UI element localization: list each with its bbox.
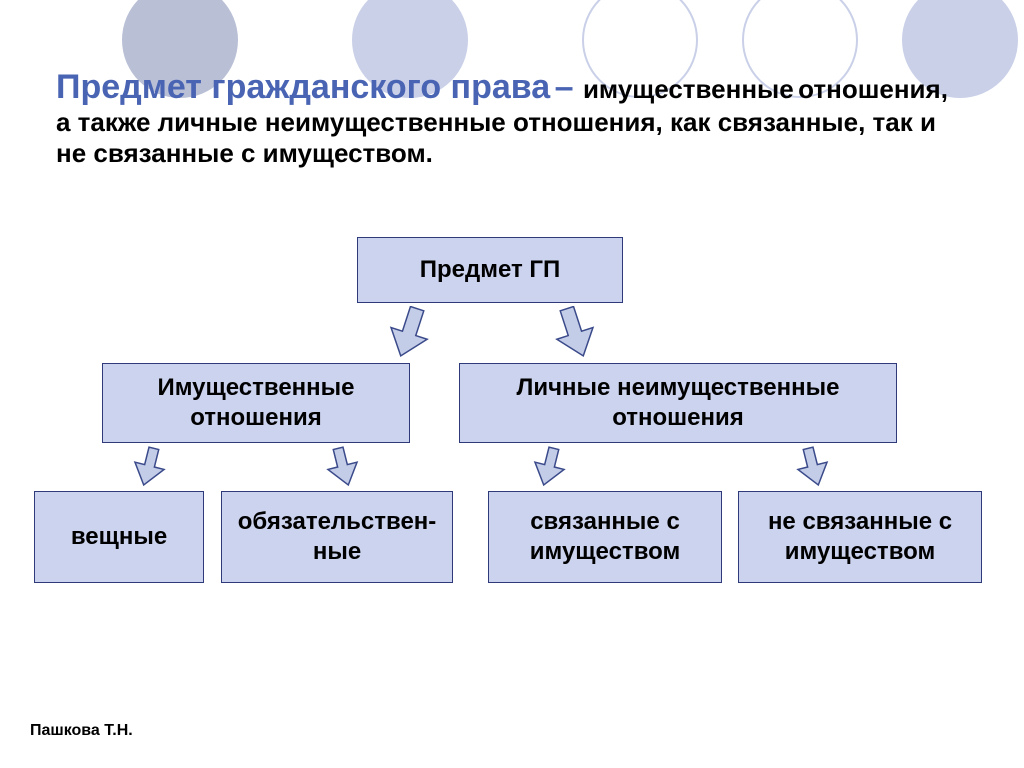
title-main: Предмет гражданского права <box>56 68 550 106</box>
arrow-root-left <box>386 306 436 362</box>
leaf2-label: обязательствен-ные <box>230 507 444 567</box>
node-leaf-3: связанные с имуществом <box>488 491 722 583</box>
node-leaf-2: обязательствен-ные <box>221 491 453 583</box>
leaf1-label: вещные <box>71 522 167 552</box>
leaf4-label: не связанные с имуществом <box>747 507 973 567</box>
node-root-label: Предмет ГП <box>420 255 561 285</box>
node-leaf-4: не связанные с имуществом <box>738 491 982 583</box>
arrow-pers-right <box>790 446 834 490</box>
slide-title: Предмет гражданского права – имущественн… <box>56 68 966 169</box>
node-property-label: Имущественные отношения <box>111 373 401 433</box>
title-dash: – <box>555 68 583 106</box>
arrow-root-right <box>548 306 598 362</box>
node-property-relations: Имущественные отношения <box>102 363 410 443</box>
title-sub-1: имущественные <box>583 74 794 104</box>
node-personal-label: Личные неимущественные отношения <box>468 373 888 433</box>
arrow-prop-left <box>128 446 172 490</box>
leaf3-label: связанные с имуществом <box>497 507 713 567</box>
arrow-pers-left <box>528 446 572 490</box>
author-credit: Пашкова Т.Н. <box>30 722 133 740</box>
node-leaf-1: вещные <box>34 491 204 583</box>
node-root: Предмет ГП <box>357 237 623 303</box>
node-personal-relations: Личные неимущественные отношения <box>459 363 897 443</box>
arrow-prop-right <box>320 446 364 490</box>
